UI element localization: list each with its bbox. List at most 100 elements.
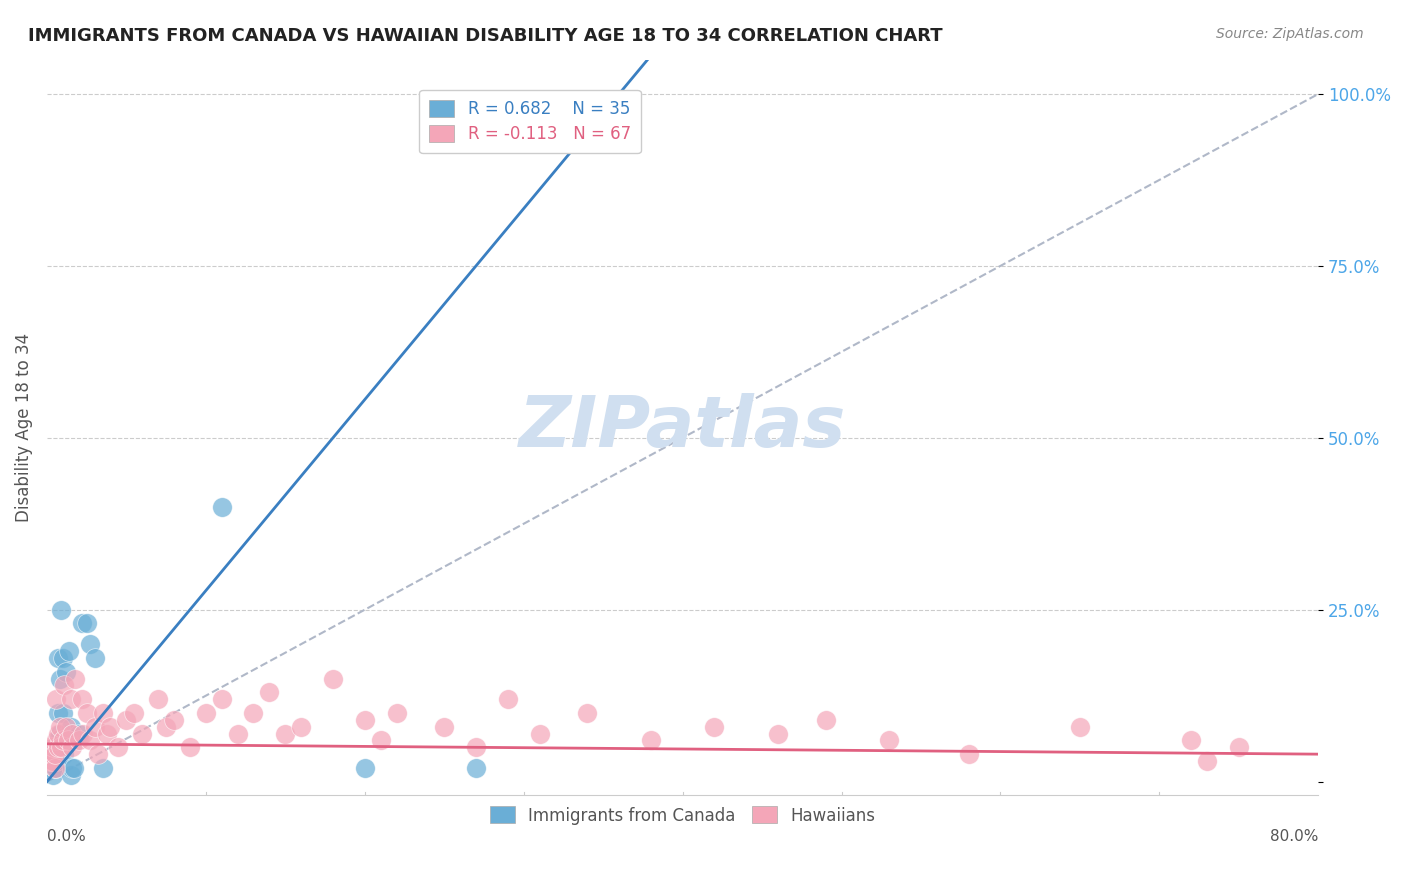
Point xyxy=(52,651,75,665)
Point xyxy=(155,720,177,734)
Point xyxy=(1180,733,1202,747)
Text: 0.0%: 0.0% xyxy=(46,829,86,844)
Point xyxy=(46,706,69,720)
Point xyxy=(56,733,79,747)
Point xyxy=(45,754,67,768)
Point xyxy=(46,651,69,665)
Point xyxy=(44,761,66,775)
Point xyxy=(67,726,90,740)
Point xyxy=(703,720,725,734)
Point xyxy=(91,706,114,720)
Point xyxy=(353,761,375,775)
Point xyxy=(45,692,67,706)
Point xyxy=(44,747,66,761)
Point xyxy=(46,740,69,755)
Point xyxy=(115,713,138,727)
Point xyxy=(41,747,63,761)
Point xyxy=(107,740,129,755)
Text: 80.0%: 80.0% xyxy=(1270,829,1319,844)
Point xyxy=(163,713,186,727)
Point xyxy=(370,733,392,747)
Legend: Immigrants from Canada, Hawaiians: Immigrants from Canada, Hawaiians xyxy=(484,800,882,831)
Point xyxy=(131,726,153,740)
Point xyxy=(211,500,233,514)
Point xyxy=(353,713,375,727)
Point xyxy=(87,747,110,761)
Point xyxy=(53,747,76,761)
Point xyxy=(465,740,488,755)
Point xyxy=(60,726,83,740)
Point xyxy=(76,616,98,631)
Point xyxy=(814,713,837,727)
Point xyxy=(59,720,82,734)
Point xyxy=(259,685,281,699)
Point xyxy=(60,761,83,775)
Point xyxy=(1227,740,1250,755)
Point xyxy=(42,768,65,782)
Point xyxy=(1069,720,1091,734)
Point xyxy=(42,740,65,755)
Point xyxy=(45,761,67,775)
Point xyxy=(63,761,86,775)
Point xyxy=(65,672,87,686)
Point xyxy=(179,740,201,755)
Point xyxy=(60,740,83,755)
Point xyxy=(290,720,312,734)
Point xyxy=(44,754,66,768)
Point xyxy=(91,761,114,775)
Point xyxy=(72,726,94,740)
Point xyxy=(1195,754,1218,768)
Point xyxy=(52,706,75,720)
Text: ZIPatlas: ZIPatlas xyxy=(519,393,846,462)
Point xyxy=(83,720,105,734)
Point xyxy=(52,733,75,747)
Point xyxy=(44,747,66,761)
Point xyxy=(79,637,101,651)
Point xyxy=(44,761,66,775)
Text: Source: ZipAtlas.com: Source: ZipAtlas.com xyxy=(1216,27,1364,41)
Point xyxy=(59,768,82,782)
Point xyxy=(70,692,93,706)
Point xyxy=(274,726,297,740)
Y-axis label: Disability Age 18 to 34: Disability Age 18 to 34 xyxy=(15,333,32,522)
Point xyxy=(51,603,73,617)
Point xyxy=(51,740,73,755)
Point xyxy=(529,726,551,740)
Point xyxy=(42,754,65,768)
Point xyxy=(79,733,101,747)
Point xyxy=(211,692,233,706)
Point xyxy=(41,754,63,768)
Point xyxy=(46,733,69,747)
Point xyxy=(766,726,789,740)
Point xyxy=(48,720,70,734)
Point xyxy=(45,733,67,747)
Point xyxy=(433,720,456,734)
Point xyxy=(53,678,76,692)
Point xyxy=(39,754,62,768)
Point xyxy=(39,754,62,768)
Point xyxy=(465,761,488,775)
Point xyxy=(55,665,77,679)
Point xyxy=(51,740,73,755)
Point xyxy=(56,726,79,740)
Point xyxy=(957,747,980,761)
Point xyxy=(76,706,98,720)
Point xyxy=(67,733,90,747)
Point xyxy=(242,706,264,720)
Point xyxy=(194,706,217,720)
Text: IMMIGRANTS FROM CANADA VS HAWAIIAN DISABILITY AGE 18 TO 34 CORRELATION CHART: IMMIGRANTS FROM CANADA VS HAWAIIAN DISAB… xyxy=(28,27,943,45)
Point xyxy=(496,692,519,706)
Point xyxy=(124,706,146,720)
Point xyxy=(146,692,169,706)
Point xyxy=(37,747,59,761)
Point xyxy=(42,754,65,768)
Point xyxy=(48,726,70,740)
Point xyxy=(877,733,900,747)
Point xyxy=(70,616,93,631)
Point xyxy=(100,720,122,734)
Point xyxy=(59,692,82,706)
Point xyxy=(96,726,118,740)
Point xyxy=(41,761,63,775)
Point xyxy=(640,733,662,747)
Point xyxy=(58,644,80,658)
